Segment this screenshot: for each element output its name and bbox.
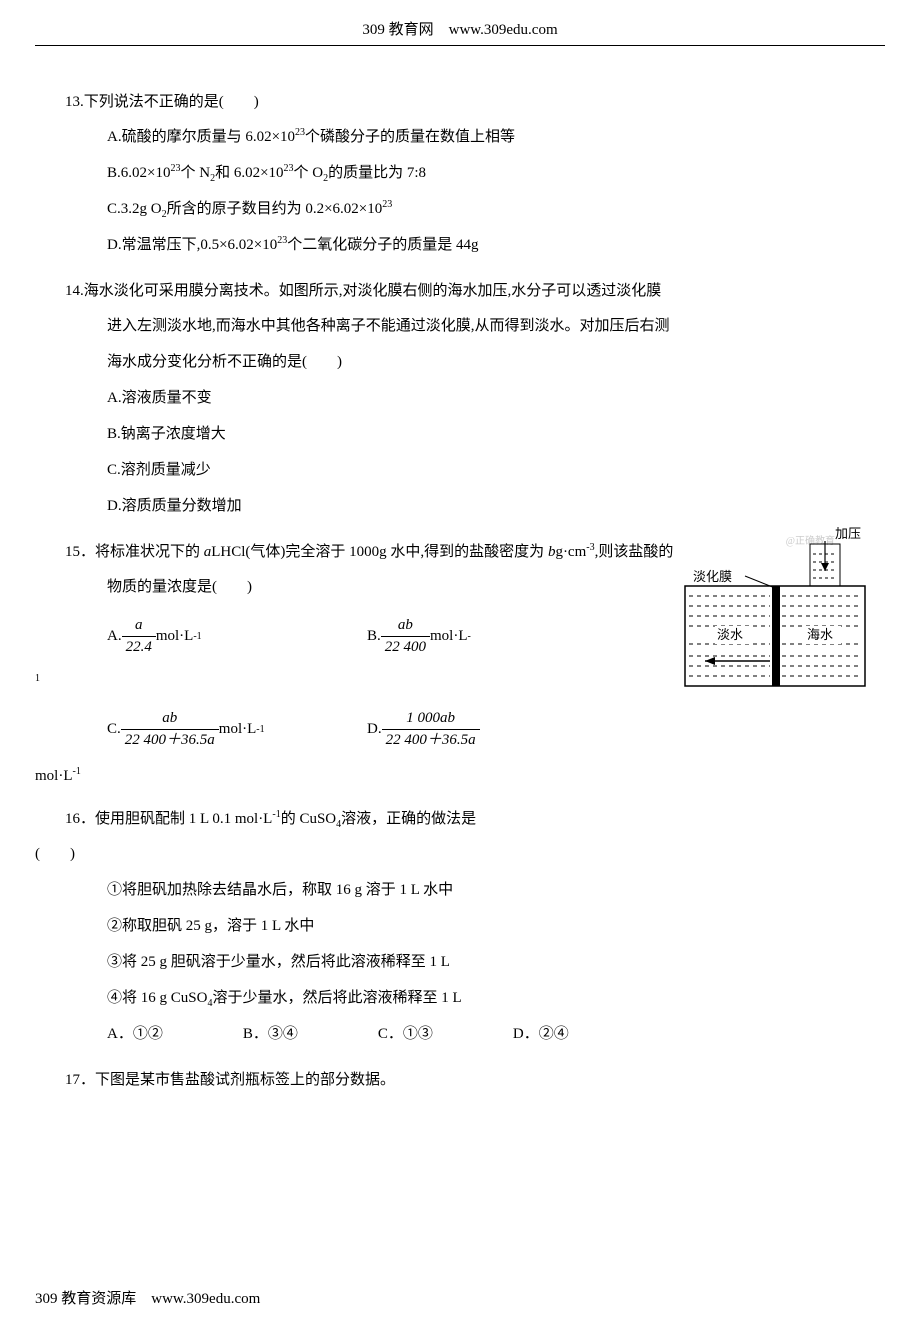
content-area: 13.下列说法不正确的是( ) A.硫酸的摩尔质量与 6.02×1023个磷酸分… bbox=[35, 86, 885, 1097]
q16-stem: 16．使用胆矾配制 1 L 0.1 mol·L-1的 CuSO4溶液，正确的做法… bbox=[65, 803, 815, 836]
q13-stem: 13.下列说法不正确的是( ) bbox=[65, 86, 815, 119]
q16-item4: ④将 16 g CuSO4溶于少量水，然后将此溶液稀释至 1 L bbox=[107, 980, 815, 1016]
q16-item1: ①将胆矾加热除去结晶水后，称取 16 g 溶于 1 L 水中 bbox=[107, 872, 815, 908]
q14-opt-d: D.溶质质量分数增加 bbox=[107, 488, 815, 524]
diagram-label-fresh: 淡水 bbox=[717, 627, 743, 642]
q15-opt-b: B. ab22 400 mol·L- bbox=[367, 615, 471, 658]
footer-url: www.309edu.com bbox=[151, 1291, 260, 1307]
q15-opt-d: D. 1 000ab22 400＋36.5a bbox=[367, 708, 480, 751]
page-header: 309 教育网 www.309edu.com bbox=[35, 0, 885, 46]
footer-site: 309 教育资源库 bbox=[35, 1291, 136, 1307]
diagram-label-pressure: 加压 bbox=[835, 526, 861, 541]
header-site: 309 教育网 bbox=[362, 22, 433, 38]
q15-unit-tail: mol·L-1 bbox=[35, 761, 815, 791]
q16-opt-b: B．③④ bbox=[243, 1016, 298, 1052]
q16-opt-d: D．②④ bbox=[513, 1016, 569, 1052]
q13-opt-c: C.3.2g O2所含的原子数目约为 0.2×6.02×1023 bbox=[107, 191, 815, 227]
q15-opt-a: A. a22.4 mol·L-1 bbox=[107, 615, 367, 658]
q17-stem: 17．下图是某市售盐酸试剂瓶标签上的部分数据。 bbox=[65, 1064, 815, 1097]
q16-item2: ②称取胆矾 25 g，溶于 1 L 水中 bbox=[107, 908, 815, 944]
q16-opt-c: C．①③ bbox=[378, 1016, 433, 1052]
q16-item3: ③将 25 g 胆矾溶于少量水，然后将此溶液稀释至 1 L bbox=[107, 944, 815, 980]
q14-stem-line2: 进入左测淡水地,而海水中其他各种离子不能通过淡化膜,从而得到淡水。对加压后右测 bbox=[107, 308, 815, 344]
q14-opt-a: A.溶液质量不变 bbox=[107, 380, 815, 416]
q13-opt-a: A.硫酸的摩尔质量与 6.02×1023个磷酸分子的质量在数值上相等 bbox=[107, 119, 815, 155]
q16-paren: ( ) bbox=[35, 836, 815, 872]
q14-opt-c: C.溶剂质量减少 bbox=[107, 452, 815, 488]
question-16: 16．使用胆矾配制 1 L 0.1 mol·L-1的 CuSO4溶液，正确的做法… bbox=[65, 803, 815, 1052]
question-13: 13.下列说法不正确的是( ) A.硫酸的摩尔质量与 6.02×1023个磷酸分… bbox=[65, 86, 815, 263]
question-15: 15．将标准状况下的 aLHCl(气体)完全溶于 1000g 水中,得到的盐酸密… bbox=[65, 536, 815, 791]
question-17: 17．下图是某市售盐酸试剂瓶标签上的部分数据。 bbox=[65, 1064, 815, 1097]
page-footer: 309 教育资源库 www.309edu.com bbox=[35, 1277, 885, 1328]
q15-opt-c: C. ab22 400＋36.5a mol·L-1 bbox=[107, 708, 367, 751]
q16-options-row: A．①② B．③④ C．①③ D．②④ bbox=[107, 1016, 815, 1052]
q14-stem-line1: 14.海水淡化可采用膜分离技术。如图所示,对淡化膜右侧的海水加压,水分子可以透过… bbox=[65, 275, 815, 308]
q14-stem-line3: 海水成分变化分析不正确的是( ) bbox=[107, 344, 815, 380]
question-14: 14.海水淡化可采用膜分离技术。如图所示,对淡化膜右侧的海水加压,水分子可以透过… bbox=[65, 275, 815, 524]
diagram-label-membrane: 淡化膜 bbox=[693, 569, 732, 584]
diagram-label-sea: 海水 bbox=[807, 627, 833, 642]
header-url: www.309edu.com bbox=[449, 22, 558, 38]
q13-opt-d: D.常温常压下,0.5×6.02×1023个二氧化碳分子的质量是 44g bbox=[107, 227, 815, 263]
q15-row-cd: C. ab22 400＋36.5a mol·L-1 D. 1 000ab22 4… bbox=[107, 698, 815, 761]
q14-opt-b: B.钠离子浓度增大 bbox=[107, 416, 815, 452]
q13-opt-b: B.6.02×1023个 N2和 6.02×1023个 O2的质量比为 7:8 bbox=[107, 155, 815, 191]
q16-opt-a: A．①② bbox=[107, 1016, 163, 1052]
membrane-diagram: 加压 淡化膜 bbox=[675, 526, 875, 706]
